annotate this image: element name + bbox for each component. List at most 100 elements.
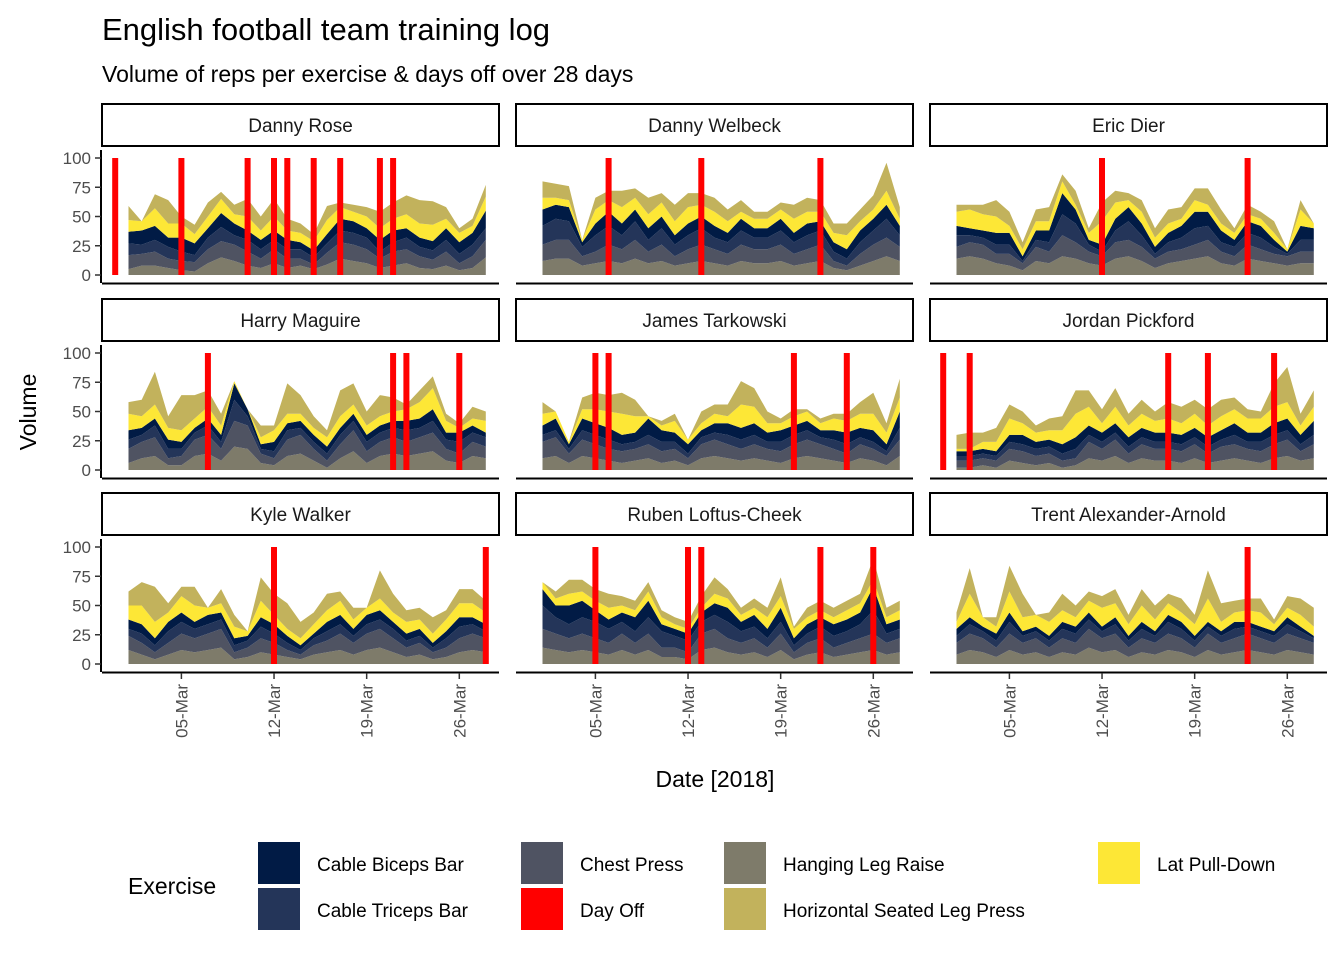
area-cable-triceps-bar <box>542 605 900 653</box>
panel-ruben-loftus-cheek: Ruben Loftus-Cheek 05-Mar 12-Mar 19-Mar 26-M… <box>515 492 914 738</box>
area-chest-press <box>542 237 900 271</box>
facet-strip <box>515 103 914 147</box>
area-cable-triceps-bar <box>128 227 486 265</box>
x-tick-label: 19-Mar <box>772 684 791 738</box>
y-axis-label: Volume <box>15 374 41 451</box>
legend-swatch-horizontal-seated-leg-press <box>724 888 766 930</box>
legend-label-day-off: Day Off <box>580 901 645 922</box>
area-cable-triceps-bar <box>128 619 486 655</box>
area-lat-pull-down <box>128 381 486 447</box>
y-tick-label: 100 <box>63 149 91 168</box>
legend-label-chest-press: Chest Press <box>580 855 683 876</box>
area-cable-biceps-bar <box>128 210 486 258</box>
x-tick-label: 26-Mar <box>864 684 883 738</box>
facet-strip-label: Danny Rose <box>248 116 353 137</box>
panel-danny-welbeck: Danny Welbeck <box>515 103 914 285</box>
day-off-bar <box>1204 353 1211 470</box>
legend-label-hanging-leg-raise: Hanging Leg Raise <box>783 855 945 876</box>
area-cable-biceps-bar <box>956 418 1314 456</box>
area-lat-pull-down <box>956 402 1314 452</box>
facet-strip <box>101 103 500 147</box>
area-lat-pull-down <box>542 579 900 639</box>
day-off-bar <box>870 547 877 664</box>
day-off-bar <box>1099 158 1105 275</box>
y-tick-label: 0 <box>82 461 91 480</box>
facet-strip-label: Eric Dier <box>1092 116 1166 137</box>
facet-strip-label: Harry Maguire <box>240 311 360 332</box>
y-tick-label: 50 <box>72 403 91 422</box>
area-horizontal-seated-leg-press <box>128 184 486 242</box>
y-tick-label: 100 <box>63 538 91 557</box>
panel-kyle-walker: Kyle Walker 0 25 50 75 100 05-Mar 12-Mar 19-Mar 2… <box>63 492 500 738</box>
area-cable-biceps-bar <box>128 610 486 650</box>
day-off-bar <box>605 158 612 275</box>
panel-danny-rose: Danny Rose 0 25 50 75 100 <box>63 103 500 285</box>
x-tick-label: 19-Mar <box>358 684 377 738</box>
area-horizontal-seated-leg-press <box>128 371 486 438</box>
area-cable-triceps-bar <box>956 430 1314 461</box>
x-tick-label: 05-Mar <box>172 684 191 738</box>
area-lat-pull-down <box>128 596 486 646</box>
day-off-bar <box>592 547 599 664</box>
day-off-bar <box>817 158 824 275</box>
area-hanging-leg-raise <box>542 647 900 664</box>
day-off-bar <box>112 158 119 275</box>
day-off-bar <box>698 547 705 664</box>
area-hanging-leg-raise <box>956 647 1314 664</box>
day-off-bar <box>284 158 291 275</box>
facet-strip-label: Danny Welbeck <box>648 116 781 137</box>
day-off-bar <box>310 158 317 275</box>
area-chest-press <box>128 420 486 468</box>
facet-strip <box>101 298 500 342</box>
legend-label-lat-pull-down: Lat Pull-Down <box>1157 855 1275 876</box>
y-tick-label: 75 <box>72 178 91 197</box>
x-axis-label: Date [2018] <box>656 766 775 792</box>
area-horizontal-seated-leg-press <box>956 565 1314 627</box>
legend-swatch-day-off <box>521 888 563 930</box>
area-cable-biceps-bar <box>542 411 900 454</box>
panel-jordan-pickford: Jordan Pickford <box>929 298 1328 480</box>
day-off-bar <box>204 353 211 470</box>
area-hanging-leg-raise <box>956 256 1314 275</box>
facet-strip <box>515 298 914 342</box>
day-off-bar <box>482 547 489 664</box>
panel-harry-maguire: Harry Maguire 0 25 50 75 100 <box>63 298 500 480</box>
day-off-bar <box>271 547 277 664</box>
y-tick-label: 25 <box>72 432 91 451</box>
area-horizontal-seated-leg-press <box>542 162 900 240</box>
legend-swatch-lat-pull-down <box>1098 842 1140 884</box>
day-off-bar <box>376 158 383 275</box>
x-tick-label: 26-Mar <box>450 684 469 738</box>
panel-james-tarkowski: James Tarkowski <box>515 298 914 480</box>
day-off-bar <box>403 353 410 470</box>
facet-strip-label: Trent Alexander-Arnold <box>1031 505 1226 526</box>
x-tick-label: 05-Mar <box>1000 684 1019 738</box>
area-horizontal-seated-leg-press <box>956 367 1314 449</box>
area-cable-biceps-bar <box>542 204 900 259</box>
area-chest-press <box>956 439 1314 468</box>
facet-panels: Danny Rose 0 25 50 75 100 Danny Welbeck Eric Di… <box>63 103 1328 738</box>
area-cable-triceps-bar <box>956 619 1314 648</box>
legend-swatch-cable-triceps-bar <box>258 888 300 930</box>
area-hanging-leg-raise <box>542 456 900 470</box>
legend-label-cable-biceps-bar: Cable Biceps Bar <box>317 855 464 876</box>
area-horizontal-seated-leg-press <box>542 378 900 442</box>
day-off-bar <box>605 353 612 470</box>
y-tick-label: 75 <box>72 567 91 586</box>
legend-swatch-hanging-leg-raise <box>724 842 766 884</box>
area-hanging-leg-raise <box>128 647 486 664</box>
day-off-bar <box>456 353 463 470</box>
x-tick-label: 12-Mar <box>679 684 698 738</box>
day-off-bar <box>390 158 397 275</box>
facet-strip-label: James Tarkowski <box>642 311 786 332</box>
facet-strip-label: Ruben Loftus-Cheek <box>627 505 802 526</box>
area-chest-press <box>956 235 1314 271</box>
day-off-bar <box>337 158 344 275</box>
y-tick-label: 25 <box>72 626 91 645</box>
day-off-bar <box>244 158 251 275</box>
area-cable-biceps-bar <box>956 193 1314 261</box>
facet-strip <box>929 298 1328 342</box>
day-off-bar <box>940 353 947 470</box>
y-tick-label: 50 <box>72 208 91 227</box>
day-off-bar <box>843 353 850 470</box>
